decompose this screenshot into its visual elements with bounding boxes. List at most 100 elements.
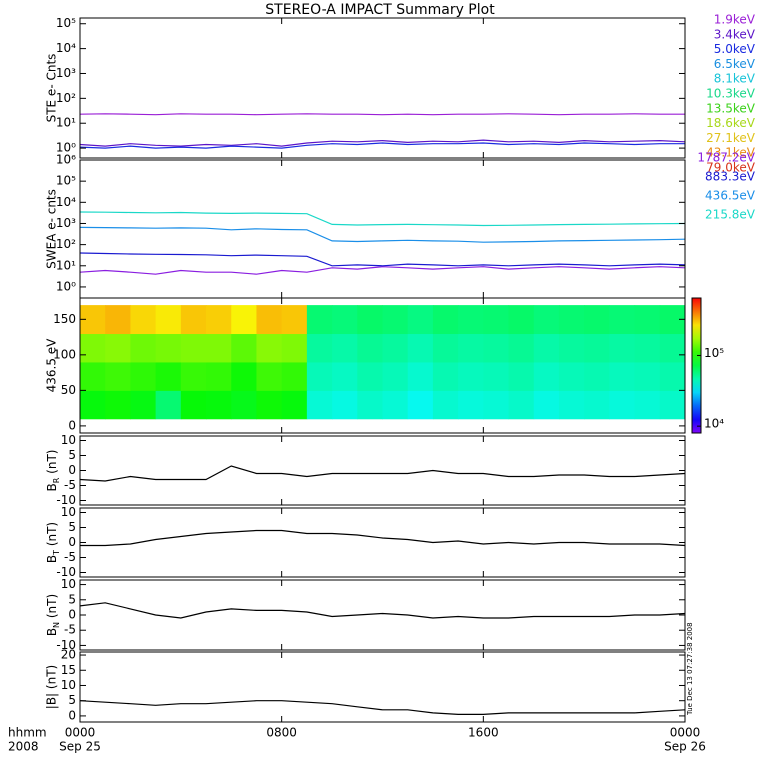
y-tick-label: 10² xyxy=(56,91,76,105)
heatmap-cell xyxy=(130,333,157,363)
data-line xyxy=(80,465,685,482)
heatmap-cell xyxy=(130,305,157,335)
heatmap-cell xyxy=(206,390,232,420)
year-label: 2008 xyxy=(8,740,39,754)
legend-entry: 8.1keV xyxy=(714,72,756,86)
heatmap-cell xyxy=(332,361,358,391)
heatmap-cell xyxy=(357,390,383,420)
y-label-main: B xyxy=(45,483,59,491)
y-label-sub: R xyxy=(52,477,61,483)
y-tick-label: -10 xyxy=(56,565,76,579)
heatmap-cell xyxy=(659,333,685,363)
heatmap-cell xyxy=(634,305,661,335)
y-tick-label: 10⁴ xyxy=(56,41,76,55)
heatmap-cell xyxy=(407,390,434,420)
heatmap-cell xyxy=(80,361,106,391)
legend-entry: 1.9keV xyxy=(714,13,756,27)
data-line xyxy=(80,252,685,267)
x-tick-label: 1600 xyxy=(468,726,499,740)
y-tick-label: -10 xyxy=(56,493,76,507)
y-tick-label: 0 xyxy=(68,608,76,622)
heatmap-cell xyxy=(80,333,106,363)
x-date-label: Sep 26 xyxy=(664,740,706,754)
heatmap-cell xyxy=(180,333,207,363)
heatmap-cell xyxy=(609,333,636,363)
heatmap-cell xyxy=(659,390,685,420)
legend-entry: 13.5keV xyxy=(706,101,756,115)
y-axis-label: |B| (nT) xyxy=(45,665,59,709)
heatmap-cell xyxy=(357,333,383,363)
y-label-unit: (nT) xyxy=(45,450,59,478)
legend-entry: 43.1keV xyxy=(706,146,756,160)
x-tick-label: 0000 xyxy=(65,726,96,740)
y-tick-label: 10³ xyxy=(56,66,76,80)
y-tick-label: -5 xyxy=(64,478,76,492)
y-tick-label: 10² xyxy=(56,237,76,251)
heatmap-cell xyxy=(483,361,510,391)
heatmap-cell xyxy=(432,305,459,335)
heatmap-cell xyxy=(407,361,434,391)
legend-entry: 10.3keV xyxy=(706,87,756,101)
y-tick-label: 10¹ xyxy=(56,258,76,272)
heatmap-cell xyxy=(105,333,131,363)
y-tick-label: 10⁵ xyxy=(56,16,76,30)
heatmap-cell xyxy=(508,333,535,363)
heatmap-cell xyxy=(256,305,283,335)
y-tick-label: 0 xyxy=(68,535,76,549)
heatmap-cell xyxy=(357,305,383,335)
heatmap-cell xyxy=(558,390,585,420)
y-label-unit: (nT) xyxy=(45,594,59,622)
data-line xyxy=(80,113,685,116)
heatmap-cell xyxy=(458,390,484,420)
data-line xyxy=(80,602,685,619)
y-tick-label: 5 xyxy=(68,693,76,707)
heatmap-cell xyxy=(533,390,560,420)
heatmap-cell xyxy=(281,390,308,420)
heatmap-cell xyxy=(432,390,459,420)
legend-entry: 6.5keV xyxy=(714,57,756,71)
y-label-sub: T xyxy=(52,550,61,556)
heatmap-cell xyxy=(584,390,610,420)
colorbar-tick-label: 10⁴ xyxy=(704,417,724,431)
heatmap-cell xyxy=(458,333,484,363)
heatmap-cell xyxy=(407,333,434,363)
y-tick-label: 10⁶ xyxy=(56,153,76,167)
y-tick-label: 10⁴ xyxy=(56,195,76,209)
y-tick-label: 0 xyxy=(68,418,76,432)
data-line xyxy=(80,142,685,149)
heatmap-cell xyxy=(508,361,535,391)
y-tick-label: 10⁰ xyxy=(56,141,76,155)
heatmap-cell xyxy=(332,333,358,363)
heatmap-cell xyxy=(180,305,207,335)
heatmap-cell xyxy=(306,390,333,420)
y-tick-label: 10⁵ xyxy=(56,174,76,188)
y-axis-label: 436.5 eV xyxy=(45,338,59,393)
colorbar xyxy=(691,297,702,434)
data-line xyxy=(80,266,685,275)
y-tick-label: 5 xyxy=(68,448,76,462)
data-line xyxy=(80,529,685,547)
y-tick-label: 10 xyxy=(61,505,76,519)
heatmap-cell xyxy=(332,305,358,335)
y-tick-label: 0 xyxy=(68,463,76,477)
heatmap-cell xyxy=(281,305,308,335)
heatmap-cell xyxy=(80,390,106,420)
heatmap-cell xyxy=(584,361,610,391)
heatmap-cell xyxy=(256,361,283,391)
y-axis-label: BT (nT) xyxy=(45,522,61,563)
heatmap-cell xyxy=(432,361,459,391)
heatmap-cell xyxy=(458,305,484,335)
chart-title: STEREO-A IMPACT Summary Plot xyxy=(265,2,495,18)
y-tick-label: 10 xyxy=(61,433,76,447)
y-label-sub: N xyxy=(52,622,61,628)
plot-area xyxy=(80,700,685,715)
x-date-label: Sep 25 xyxy=(59,740,101,754)
legend-entry: 1787.2eV xyxy=(697,151,755,165)
heatmap-cell xyxy=(155,390,182,420)
y-tick-label: 10⁰ xyxy=(56,279,76,293)
heatmap-cell xyxy=(155,333,182,363)
heatmap-cell xyxy=(508,390,535,420)
legend-entry: 883.3eV xyxy=(705,170,756,184)
plot-area xyxy=(80,602,685,619)
